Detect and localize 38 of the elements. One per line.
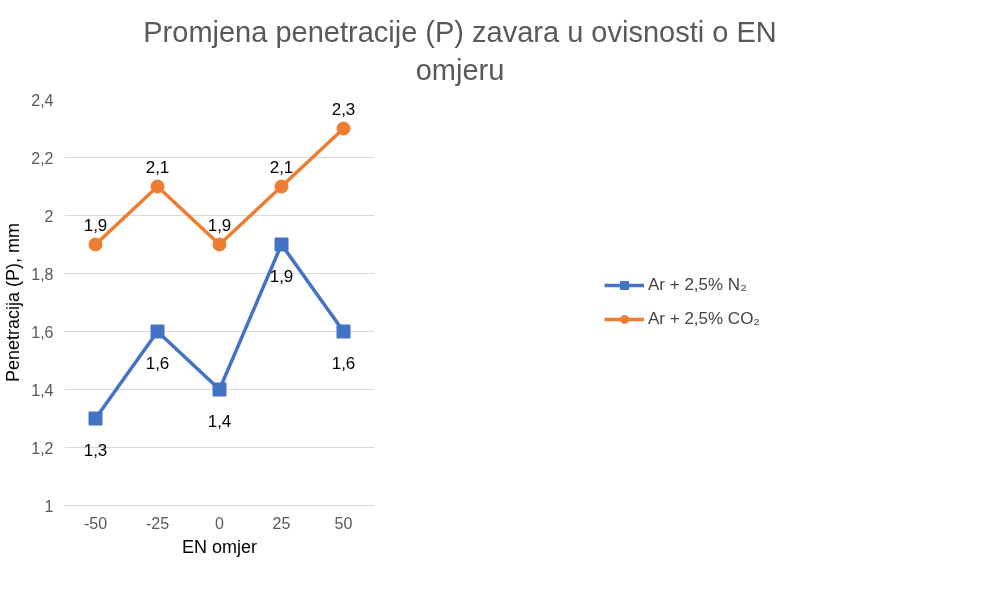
data-label: 1,6 [145, 353, 170, 373]
y-tick-label: 1,8 [31, 265, 54, 283]
y-tick-label: 2,4 [31, 91, 54, 109]
x-tick-label: 0 [215, 514, 225, 532]
data-label: 1,9 [269, 266, 294, 286]
x-tick-label: 50 [334, 514, 353, 532]
point [274, 237, 289, 252]
text: Promjena penetracije (P) zavara u ovisnosti o EN omjeru [142, 15, 778, 88]
data-label: 1,3 [83, 440, 108, 460]
y-tick-label: 2 [44, 207, 54, 225]
point [88, 411, 103, 426]
x-tick-label: -25 [145, 514, 170, 532]
y-tick-label: 1,4 [31, 381, 54, 399]
y-tick-label: 1,6 [31, 323, 54, 341]
data-label: 2,1 [269, 157, 294, 177]
y-tick-label: 1,2 [31, 439, 54, 457]
point [150, 324, 165, 339]
data-label: 1,6 [331, 353, 356, 373]
data-label: 1,9 [83, 215, 108, 235]
x-tick-label: -50 [83, 514, 108, 532]
y-tick-label: 2,2 [31, 149, 54, 167]
point [88, 237, 103, 252]
y-tick-label: 1 [44, 497, 54, 515]
point [212, 237, 227, 252]
point [150, 179, 165, 194]
legend-label: Ar + 2,5% CO₂ [648, 309, 760, 330]
data-label: 2,1 [145, 157, 170, 177]
x-tick-label: 25 [272, 514, 291, 532]
data-label: 1,4 [207, 411, 232, 431]
data-label: 1,9 [207, 215, 232, 235]
legend-label: Ar + 2,5% N₂ [648, 275, 747, 296]
point [212, 382, 227, 397]
y-axis-title: Penetracija (P), mm [3, 223, 24, 383]
point [274, 179, 289, 194]
point [336, 324, 351, 339]
x-axis-title: EN omjer [181, 536, 258, 557]
data-label: 2,3 [331, 99, 356, 119]
point [336, 121, 351, 136]
